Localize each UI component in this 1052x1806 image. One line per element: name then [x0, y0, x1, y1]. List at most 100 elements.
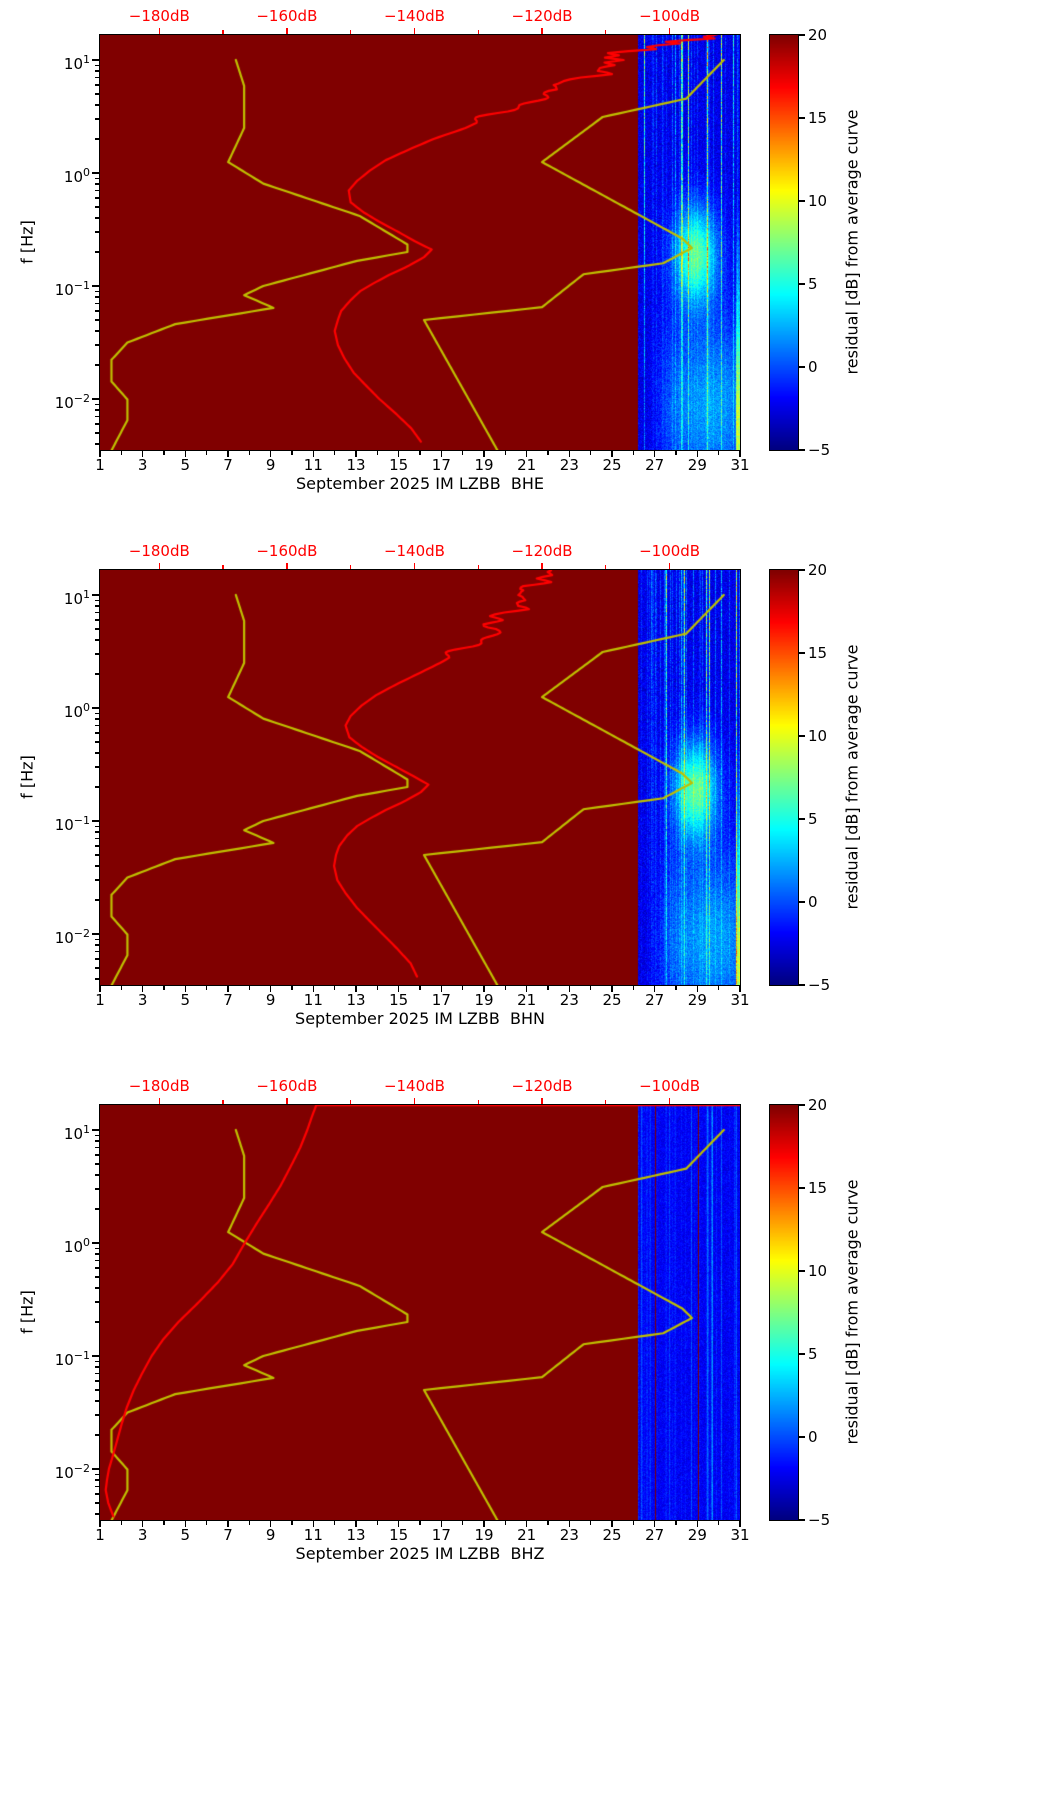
y-minor-tick	[95, 1434, 99, 1436]
db-minor-tick	[477, 30, 479, 34]
y-tick-label: 10−2	[54, 392, 90, 412]
y-minor-tick	[95, 950, 99, 953]
x-minor-tick	[376, 986, 378, 990]
colorbar-tick	[799, 1353, 805, 1355]
db-minor-tick	[222, 30, 224, 34]
y-minor-tick	[95, 231, 99, 233]
x-minor-tick	[291, 1521, 293, 1525]
y-minor-tick	[95, 899, 99, 901]
x-minor-tick	[718, 986, 720, 990]
x-minor-tick	[504, 986, 506, 990]
x-minor-tick	[163, 986, 165, 990]
db-minor-tick	[350, 565, 352, 569]
colorbar-tick	[799, 117, 805, 119]
x-minor-tick	[675, 451, 677, 455]
colorbar-tick-label: 15	[808, 1179, 828, 1197]
x-major-tick	[696, 451, 699, 457]
x-minor-tick	[632, 986, 634, 990]
x-tick-label: 13	[346, 1526, 366, 1544]
x-minor-tick	[590, 986, 592, 990]
x-major-tick	[653, 1521, 656, 1527]
y-minor-tick	[95, 70, 99, 72]
x-minor-tick	[504, 1521, 506, 1525]
y-minor-tick	[95, 1253, 99, 1255]
x-minor-tick	[419, 986, 421, 990]
y-minor-tick	[95, 1485, 99, 1488]
db-minor-tick	[350, 1100, 352, 1104]
db-major-tick	[541, 563, 543, 569]
x-minor-tick	[120, 451, 122, 455]
colorbar-label: residual [dB] from average curve	[842, 109, 862, 375]
colorbar-tick-label: 0	[808, 1428, 818, 1446]
colorbar-tick	[799, 652, 805, 654]
y-major-tick	[92, 1242, 99, 1244]
y-minor-tick	[95, 1479, 99, 1481]
x-tick-label: 1	[95, 1526, 105, 1544]
x-tick-label: 31	[730, 1526, 750, 1544]
db-minor-tick	[477, 1100, 479, 1104]
x-major-tick	[141, 451, 144, 457]
x-major-tick	[739, 451, 741, 457]
x-tick-label: 29	[687, 1526, 707, 1544]
db-major-tick	[158, 1098, 160, 1104]
x-minor-tick	[632, 1521, 634, 1525]
y-tick-label: 101	[63, 53, 90, 73]
colorbar-tick-label: −5	[808, 441, 831, 459]
x-minor-tick	[419, 451, 421, 455]
y-minor-tick	[95, 296, 99, 298]
colorbar-tick	[799, 735, 805, 737]
colorbar-tick-label: 10	[808, 727, 828, 745]
db-tick-label: −160dB	[256, 7, 318, 25]
colorbar-tick-label: 10	[808, 1262, 828, 1280]
y-tick-label: 10−1	[54, 279, 90, 299]
x-tick-label: 19	[474, 991, 494, 1009]
db-major-tick	[286, 563, 288, 569]
y-tick-label: 100	[63, 701, 90, 721]
colorbar-gradient	[769, 34, 799, 451]
x-minor-tick	[675, 1521, 677, 1525]
x-tick-label: 9	[265, 1526, 276, 1544]
colorbar-tick	[799, 1519, 805, 1521]
x-minor-tick	[248, 1521, 250, 1525]
colorbar-tick-label: 15	[808, 644, 828, 662]
x-tick-label: 21	[517, 1526, 537, 1544]
y-minor-tick	[95, 865, 99, 867]
x-major-tick	[141, 986, 144, 992]
db-tick-label: −120dB	[511, 7, 573, 25]
y-minor-tick	[95, 1513, 99, 1515]
x-tick-label: 3	[137, 1526, 148, 1544]
y-axis-label: f [Hz]	[17, 755, 37, 799]
x-tick-label: 7	[223, 456, 233, 474]
y-tick-label: 10−2	[54, 1462, 90, 1482]
db-major-tick	[668, 1098, 671, 1104]
x-tick-label: 17	[431, 1526, 451, 1544]
y-minor-tick	[95, 1154, 99, 1156]
db-tick-label: −160dB	[256, 542, 318, 560]
x-major-tick	[99, 1521, 101, 1527]
x-minor-tick	[718, 451, 720, 455]
db-major-tick	[286, 1098, 288, 1104]
y-minor-tick	[95, 364, 99, 366]
y-minor-tick	[95, 104, 99, 106]
x-major-tick	[440, 1521, 443, 1527]
db-tick-label: −180dB	[128, 1077, 190, 1095]
colorbar-tick	[799, 1104, 805, 1106]
y-minor-tick	[95, 217, 99, 219]
panel-bhz: f [Hz] September 2025 IM LZBB BHZ residu…	[0, 1070, 1052, 1605]
y-minor-tick	[95, 1372, 99, 1375]
y-minor-tick	[95, 197, 99, 199]
y-minor-tick	[95, 1414, 99, 1416]
y-minor-tick	[95, 206, 99, 208]
y-minor-tick	[95, 251, 99, 253]
y-minor-tick	[95, 1493, 99, 1495]
x-axis-title: September 2025 IM LZBB BHZ	[295, 1544, 545, 1563]
x-major-tick	[355, 451, 357, 457]
x-minor-tick	[504, 451, 506, 455]
y-minor-tick	[95, 1389, 99, 1391]
colorbar-tick	[799, 1436, 805, 1438]
spectrogram-heatmap-bhe	[99, 34, 741, 451]
db-major-tick	[541, 28, 543, 34]
x-tick-label: 13	[346, 991, 366, 1009]
x-tick-label: 27	[645, 1526, 665, 1544]
x-minor-tick	[248, 451, 250, 455]
